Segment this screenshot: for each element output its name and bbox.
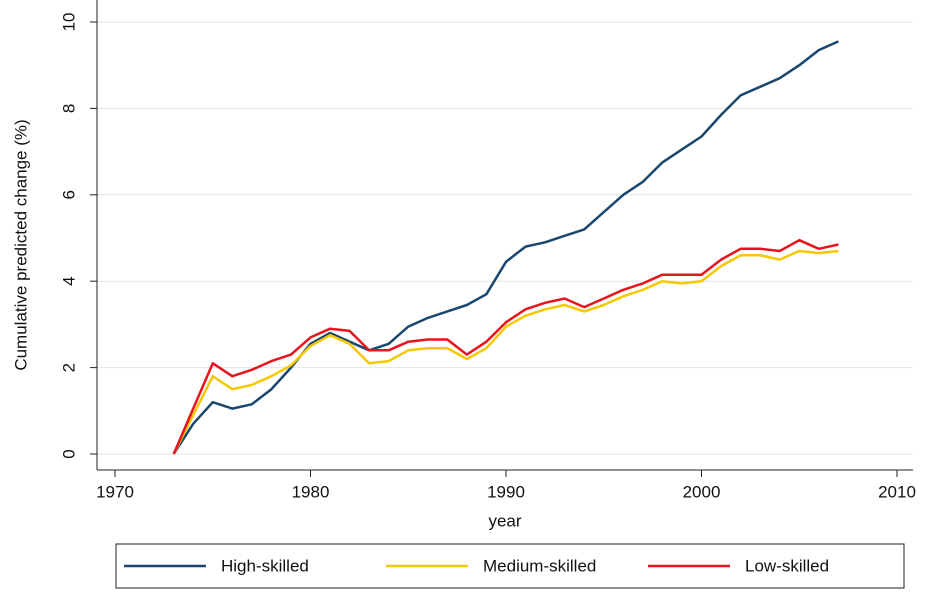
y-tick-label: 10	[59, 13, 78, 32]
x-tick-label: 1980	[292, 482, 330, 501]
series-line	[172, 40, 839, 455]
y-tick-label: 4	[59, 276, 78, 285]
y-tick-label: 2	[59, 363, 78, 372]
series-line	[172, 238, 839, 455]
y-axis-title: Cumulative predicted change (%)	[11, 119, 30, 370]
legend-label: Medium-skilled	[483, 556, 596, 575]
y-tick-label: 8	[59, 104, 78, 113]
series-line	[172, 249, 839, 455]
y-tick-label: 6	[59, 190, 78, 199]
x-tick-label: 2000	[683, 482, 721, 501]
legend-label: Low-skilled	[745, 556, 829, 575]
x-axis-title: year	[488, 511, 521, 530]
x-tick-label: 2010	[878, 482, 916, 501]
y-tick-label: 0	[59, 449, 78, 458]
legend-box	[115, 543, 905, 589]
legend-label: High-skilled	[221, 556, 309, 575]
x-tick-label: 1990	[487, 482, 525, 501]
x-tick-label: 1970	[96, 482, 134, 501]
